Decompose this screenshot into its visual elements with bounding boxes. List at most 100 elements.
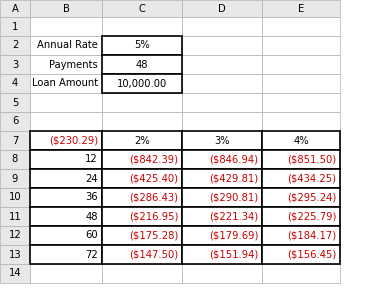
Text: 14: 14 [9, 268, 21, 278]
Bar [102, 74, 182, 93]
Text: ($216.95): ($216.95) [129, 212, 178, 221]
Bar [182, 55, 262, 74]
Text: Loan Amount: Loan Amount [32, 79, 98, 88]
Text: Annual Rate: Annual Rate [37, 40, 98, 50]
Bar [102, 245, 182, 264]
Bar [30, 17, 102, 36]
Text: 1: 1 [12, 22, 18, 32]
Bar [102, 226, 182, 245]
Text: ($842.39): ($842.39) [129, 154, 178, 164]
Text: 5: 5 [12, 98, 18, 107]
Bar [102, 245, 182, 264]
Bar [102, 36, 182, 55]
Text: 12: 12 [85, 154, 98, 164]
Bar [102, 150, 182, 169]
Bar [30, 0, 102, 17]
Text: 4: 4 [12, 79, 18, 88]
Bar [0, 226, 30, 245]
Bar [30, 112, 102, 131]
Bar [102, 55, 182, 74]
Bar [262, 264, 340, 283]
Text: ($147.50): ($147.50) [129, 250, 178, 260]
Bar [0, 188, 30, 207]
Bar [182, 36, 262, 55]
Bar [182, 112, 262, 131]
Text: ($156.45): ($156.45) [287, 250, 336, 260]
Text: ($175.28): ($175.28) [129, 230, 178, 241]
Bar [102, 169, 182, 188]
Bar [182, 245, 262, 264]
Bar [262, 150, 340, 169]
Bar [182, 245, 262, 264]
Bar [262, 17, 340, 36]
Text: ($846.94): ($846.94) [209, 154, 258, 164]
Bar [0, 55, 30, 74]
Bar [182, 207, 262, 226]
Text: A: A [11, 4, 18, 14]
Bar [0, 74, 30, 93]
Text: 10: 10 [9, 193, 21, 202]
Bar [182, 169, 262, 188]
Bar [30, 245, 102, 264]
Bar [102, 0, 182, 17]
Bar [182, 264, 262, 283]
Bar [0, 93, 30, 112]
Text: 2: 2 [12, 40, 18, 50]
Text: 6: 6 [12, 116, 18, 127]
Bar [182, 207, 262, 226]
Bar [182, 226, 262, 245]
Bar [102, 131, 182, 150]
Bar [102, 150, 182, 169]
Bar [262, 74, 340, 93]
Bar [102, 226, 182, 245]
Text: 36: 36 [85, 193, 98, 202]
Bar [182, 0, 262, 17]
Text: B: B [63, 4, 70, 14]
Text: 48: 48 [85, 212, 98, 221]
Text: ($179.69): ($179.69) [209, 230, 258, 241]
Bar [102, 74, 182, 93]
Text: ($295.24): ($295.24) [287, 193, 336, 202]
Text: E: E [298, 4, 304, 14]
Text: D: D [218, 4, 226, 14]
Bar [182, 131, 262, 150]
Bar [102, 264, 182, 283]
Bar [0, 150, 30, 169]
Bar [262, 93, 340, 112]
Text: 48: 48 [136, 59, 148, 70]
Bar [262, 131, 340, 150]
Bar [0, 264, 30, 283]
Text: 4%: 4% [293, 136, 309, 146]
Bar [30, 55, 102, 74]
Bar [30, 150, 102, 169]
Text: C: C [138, 4, 145, 14]
Bar [102, 188, 182, 207]
Bar [262, 150, 340, 169]
Text: 24: 24 [85, 173, 98, 184]
Text: 48: 48 [136, 59, 148, 70]
Bar [262, 36, 340, 55]
Bar [30, 188, 102, 207]
Bar [0, 245, 30, 264]
Bar [30, 93, 102, 112]
Bar [0, 169, 30, 188]
Text: ($151.94): ($151.94) [209, 250, 258, 260]
Bar [182, 93, 262, 112]
Bar [30, 245, 102, 264]
Text: ($225.79): ($225.79) [287, 212, 336, 221]
Bar [30, 131, 102, 150]
Text: ($184.17): ($184.17) [287, 230, 336, 241]
Bar [102, 36, 182, 55]
Bar [0, 0, 30, 17]
Bar [102, 112, 182, 131]
Bar [182, 17, 262, 36]
Bar [0, 36, 30, 55]
Bar [30, 226, 102, 245]
Bar [102, 131, 182, 150]
Bar [102, 207, 182, 226]
Bar [262, 55, 340, 74]
Bar [30, 226, 102, 245]
Text: 10,000.00: 10,000.00 [117, 79, 167, 88]
Bar [262, 131, 340, 150]
Text: 2%: 2% [134, 136, 150, 146]
